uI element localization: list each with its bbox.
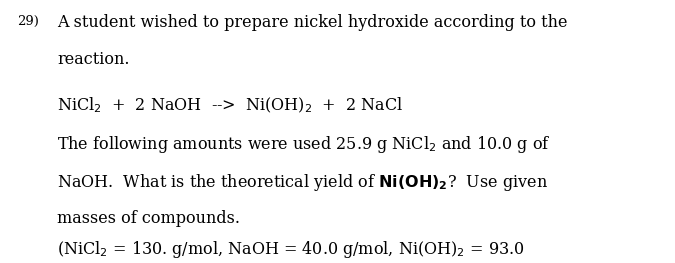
Text: The following amounts were used 25.9 g NiCl$_2$ and 10.0 g of: The following amounts were used 25.9 g N… — [57, 134, 551, 155]
Text: 29): 29) — [17, 14, 38, 27]
Text: masses of compounds.: masses of compounds. — [57, 210, 240, 227]
Text: reaction.: reaction. — [57, 51, 130, 68]
Text: NiCl$_2$  +  2 NaOH  -->  Ni(OH)$_2$  +  2 NaCl: NiCl$_2$ + 2 NaOH --> Ni(OH)$_2$ + 2 NaC… — [57, 96, 404, 115]
Text: NaOH.  What is the theoretical yield of $\bf{Ni(OH)_2}$?  Use given: NaOH. What is the theoretical yield of $… — [57, 172, 548, 193]
Text: (NiCl$_2$ = 130. g/mol, NaOH = 40.0 g/mol, Ni(OH)$_2$ = 93.0: (NiCl$_2$ = 130. g/mol, NaOH = 40.0 g/mo… — [57, 239, 525, 260]
Text: A student wished to prepare nickel hydroxide according to the: A student wished to prepare nickel hydro… — [57, 14, 568, 32]
